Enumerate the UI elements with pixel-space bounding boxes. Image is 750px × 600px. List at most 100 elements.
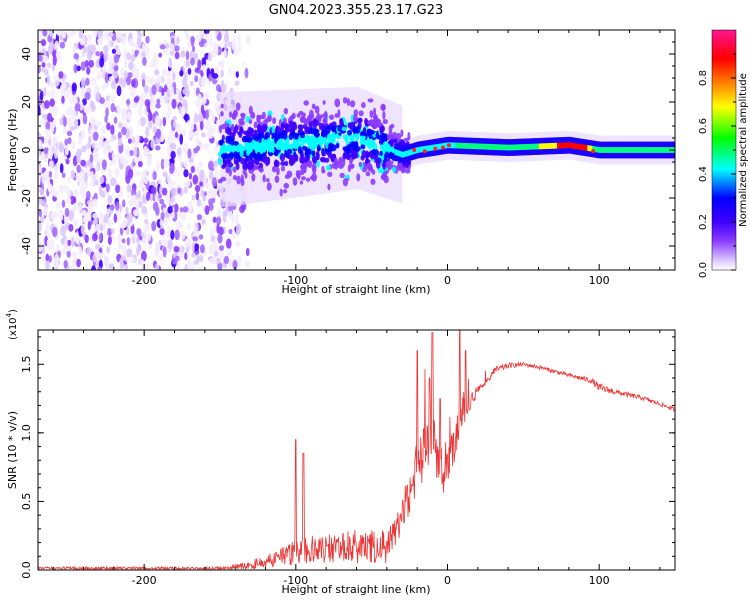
spectrogram-noise-cell [171,98,177,109]
spectrogram-noise-cell [205,33,210,40]
spectrogram-ridge-core [482,143,485,150]
spectrogram-noise-cell [203,30,210,35]
spectrogram-noise-cell [203,191,207,197]
spectrogram-noise-cell [177,169,181,178]
spectrogram-noise-cell [38,241,43,253]
spectrogram-ridge-core [583,144,586,151]
spectrogram-signal-cell [332,153,336,158]
spectrogram-noise-cell [220,58,225,70]
spectrogram-ridge-core [425,145,428,152]
spectrogram-noise-cell [81,129,86,139]
spectrogram-noise-cell [51,136,58,145]
spectrogram-noise-cell [38,30,42,39]
spectrogram-signal-cell [246,148,250,156]
spectrogram-noise-cell [42,30,48,37]
spectrogram-ridge-core [605,147,608,153]
spectrogram-noise-cell [125,206,129,215]
spectrogram-signal-cell [344,174,350,179]
spectrogram-noise-cell [231,213,235,225]
spectrogram-ylabel: Frequency (Hz) [6,109,19,192]
spectrogram-noise-cell [46,179,51,185]
spectrogram-noise-cell [122,245,127,257]
spectrogram-noise-cell [104,191,110,197]
spectrogram-noise-cell [209,228,214,237]
spectrogram-noise-cell [173,246,180,253]
spectrogram-noise-cell [64,138,69,146]
spectrogram-noise-cell [51,226,58,238]
spectrogram-noise-cell [141,206,148,215]
spectrogram-noise-cell [174,203,179,213]
spectrogram-noise-cell [47,62,52,68]
spectrogram-noise-cell [94,164,98,173]
spectrogram-noise-cell [80,61,86,72]
spectrogram-noise-cell [120,35,127,46]
spectrogram-ridge-core [611,147,614,153]
spectrogram-noise-cell [52,54,57,66]
spectrogram-ridge-core [507,144,509,151]
spectrogram-xlabel: Height of straight line (km) [281,283,430,296]
spectrogram-ridge-core [600,147,603,153]
spectrogram-signal-cell [229,146,235,151]
spectrogram-noise-cell [38,197,43,205]
spectrogram-signal-cell [401,166,406,173]
spectrogram-noise-cell [199,244,205,254]
spectrogram-noise-cell [111,151,116,161]
spectrogram-signal-cell [342,97,348,104]
spectrogram-signal-cell [225,135,231,144]
spectrogram-signal-cell [267,114,272,123]
spectrogram-noise-cell [66,250,71,258]
spectrogram-noise-cell [54,79,60,87]
spectrogram-noise-cell [103,214,109,224]
spectrogram-ridge-core [450,142,452,149]
spectrogram-noise-cell [38,105,41,117]
spectrogram-signal-cell [314,105,320,114]
spectrogram-ridge-core [485,143,488,150]
spectrogram-noise-cell [90,103,95,110]
spectrogram-noise-cell [38,164,41,174]
snr-multiplier-base: (x10 [8,317,19,340]
spectrogram-ridge-core [509,144,512,151]
spectrogram-signal-cell [301,176,306,181]
spectrogram-noise-cell [216,119,222,127]
spectrogram-noise-cell [201,201,206,212]
spectrogram-noise-cell [188,157,194,163]
spectrogram-signal-cell [221,164,226,170]
spectrogram-ridge-core [419,146,422,153]
spectrogram-noise-cell [241,60,245,67]
spectrogram-signal-cell [255,159,259,164]
spectrogram-noise-cell [205,132,211,138]
spectrogram-ridge-core [599,147,602,153]
spectrogram-peak-spot [422,149,427,154]
spectrogram-noise-cell [53,75,59,81]
spectrogram-halo [341,87,345,192]
spectrogram-signal-cell [360,135,366,140]
spectrogram-noise-cell [44,169,51,180]
spectrogram-signal-cell [366,128,371,137]
spectrogram-noise-cell [165,247,170,253]
spectrogram-ridge-core [513,144,515,151]
spectrogram-noise-cell [71,141,76,150]
spectrogram-noise-cell [199,120,204,131]
spectrogram-noise-cell [212,177,217,187]
spectrogram-signal-cell [274,136,278,144]
spectrogram-noise-cell [107,195,113,205]
spectrogram-noise-cell [158,76,163,84]
spectrogram-noise-cell [183,169,189,178]
spectrogram-noise-cell [126,191,132,199]
spectrogram-noise-cell [190,36,195,43]
spectrogram-noise-cell [195,192,200,201]
spectrogram-noise-cell [182,206,189,213]
spectrogram-noise-cell [69,96,76,105]
spectrogram-noise-cell [245,248,250,257]
spectrogram-ridge-core [408,149,411,156]
spectrogram-noise-cell [172,72,176,81]
spectrogram-ridge-core [580,144,582,150]
spectrogram-noise-cell [66,188,71,197]
spectrogram-noise-cell [115,152,122,159]
spectrogram-signal-cell [405,160,409,169]
spectrogram-signal-cell [276,142,282,151]
spectrogram-ridge-core [531,143,534,150]
spectrogram-signal-cell [309,135,315,143]
spectrogram-ridge-core [563,142,565,149]
spectrogram-noise-cell [88,161,94,169]
